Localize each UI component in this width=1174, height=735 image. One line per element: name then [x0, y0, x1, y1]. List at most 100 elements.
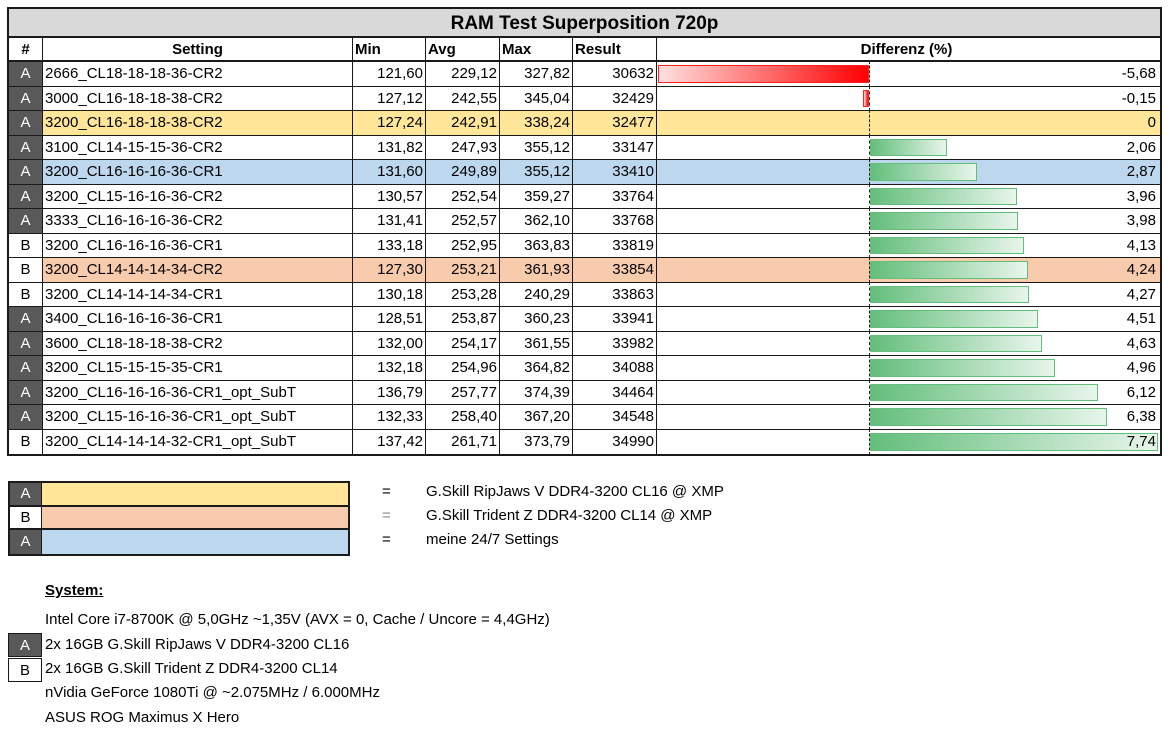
row-avg: 252,57 — [426, 209, 500, 233]
row-id: A — [9, 405, 43, 429]
legend-id: B — [10, 506, 42, 528]
row-diff-value: 2,06 — [1126, 138, 1156, 156]
row-setting: 3333_CL16-16-16-36-CR2 — [43, 209, 353, 233]
row-avg: 229,12 — [426, 62, 500, 86]
header-avg: Avg — [426, 38, 500, 60]
system-ram-b: 2x 16GB G.Skill Trident Z DDR4-3200 CL14 — [45, 660, 338, 677]
row-max: 374,39 — [500, 380, 573, 404]
row-min: 131,82 — [353, 135, 426, 159]
row-diff: 4,51 — [657, 307, 1160, 331]
positive-data-bar — [870, 285, 1029, 303]
row-min: 132,00 — [353, 331, 426, 355]
row-diff-value: -5,68 — [1121, 65, 1156, 83]
zero-axis-line — [869, 307, 870, 331]
system-ram-a: 2x 16GB G.Skill RipJaws V DDR4-3200 CL16 — [45, 636, 350, 653]
row-result: 33768 — [573, 209, 657, 233]
row-max: 240,29 — [500, 282, 573, 306]
table-row: A 3600_CL18-18-18-38-CR2 132,00 254,17 361,5… — [9, 331, 1160, 356]
row-max: 355,12 — [500, 135, 573, 159]
table-row: A 3200_CL16-16-16-36-CR1 131,60 249,89 355,1… — [9, 160, 1160, 185]
row-diff-value: 4,13 — [1126, 236, 1156, 254]
row-id: A — [9, 135, 43, 159]
legend-text-3: = meine 24/7 Settings — [382, 531, 559, 548]
row-setting: 3000_CL16-18-18-38-CR2 — [43, 86, 353, 110]
row-setting: 3200_CL14-14-14-32-CR1_opt_SubT — [43, 429, 353, 454]
row-min: 136,79 — [353, 380, 426, 404]
zero-axis-line — [869, 184, 870, 208]
row-diff-value: 4,63 — [1126, 334, 1156, 352]
row-diff: 4,27 — [657, 282, 1160, 306]
positive-data-bar — [870, 138, 947, 156]
row-min: 130,57 — [353, 184, 426, 208]
positive-data-bar — [870, 383, 1098, 401]
negative-data-bar — [863, 89, 869, 107]
row-avg: 254,17 — [426, 331, 500, 355]
row-max: 338,24 — [500, 111, 573, 135]
row-setting: 3200_CL16-16-16-36-CR1 — [43, 233, 353, 257]
row-min: 137,42 — [353, 429, 426, 454]
row-avg: 254,96 — [426, 356, 500, 380]
positive-data-bar — [870, 310, 1038, 328]
positive-data-bar — [870, 236, 1024, 254]
row-min: 127,30 — [353, 258, 426, 282]
row-avg: 253,21 — [426, 258, 500, 282]
header-max: Max — [500, 38, 573, 60]
row-result: 33410 — [573, 160, 657, 184]
row-diff: 3,98 — [657, 209, 1160, 233]
row-result: 33819 — [573, 233, 657, 257]
negative-data-bar — [657, 65, 869, 83]
row-id: A — [9, 209, 43, 233]
row-setting: 3200_CL16-16-16-36-CR1_opt_SubT — [43, 380, 353, 404]
header-diff: Differenz (%) — [860, 40, 953, 58]
header-min: Min — [353, 38, 426, 60]
table-row: A 3000_CL16-18-18-38-CR2 127,12 242,55 345,0… — [9, 86, 1160, 111]
row-setting: 3200_CL14-14-14-34-CR2 — [43, 258, 353, 282]
positive-data-bar — [870, 359, 1055, 377]
system-board: ASUS ROG Maximus X Hero — [45, 709, 240, 726]
row-min: 132,18 — [353, 356, 426, 380]
row-avg: 242,55 — [426, 86, 500, 110]
positive-data-bar — [870, 163, 977, 181]
zero-axis-line — [869, 356, 870, 380]
row-diff: -0,15 — [657, 86, 1160, 110]
zero-axis-line — [869, 282, 870, 306]
row-id: B — [9, 429, 43, 454]
row-min: 128,51 — [353, 307, 426, 331]
row-id: A — [9, 86, 43, 110]
row-result: 33982 — [573, 331, 657, 355]
header-result: Result — [573, 38, 657, 60]
positive-data-bar — [870, 408, 1108, 426]
row-min: 130,18 — [353, 282, 426, 306]
legend-box: A B A — [8, 481, 350, 556]
row-diff-value: 4,24 — [1126, 261, 1156, 279]
row-diff-value: 0 — [1147, 114, 1156, 132]
row-id: A — [9, 62, 43, 86]
zero-axis-line — [869, 405, 870, 429]
row-id: B — [9, 258, 43, 282]
table-row: A 3200_CL15-15-15-35-CR1 132,18 254,96 364,8… — [9, 356, 1160, 381]
row-min: 127,12 — [353, 86, 426, 110]
row-id: B — [9, 282, 43, 306]
positive-data-bar — [870, 261, 1028, 279]
row-result: 33147 — [573, 135, 657, 159]
zero-axis-line — [869, 380, 870, 404]
zero-axis-line — [869, 258, 870, 282]
system-ram-b-badge: B — [8, 658, 42, 682]
row-max: 345,04 — [500, 86, 573, 110]
row-max: 373,79 — [500, 429, 573, 454]
row-diff-value: 4,51 — [1126, 310, 1156, 328]
row-diff: 6,38 — [657, 405, 1160, 429]
row-diff-value: 6,12 — [1126, 383, 1156, 401]
row-diff-value: 2,87 — [1126, 163, 1156, 181]
legend-swatch-yellow — [42, 483, 348, 505]
legend-swatch-blue — [42, 530, 348, 554]
row-id: A — [9, 111, 43, 135]
row-diff-value: 3,98 — [1126, 212, 1156, 230]
row-avg: 253,87 — [426, 307, 500, 331]
row-result: 32477 — [573, 111, 657, 135]
row-setting: 2666_CL18-18-18-36-CR2 — [43, 62, 353, 86]
row-diff: 4,63 — [657, 331, 1160, 355]
legend-row-b-xmp: B — [10, 506, 348, 530]
table-row: B 3200_CL14-14-14-34-CR1 130,18 253,28 240,2… — [9, 282, 1160, 307]
row-id: B — [9, 233, 43, 257]
